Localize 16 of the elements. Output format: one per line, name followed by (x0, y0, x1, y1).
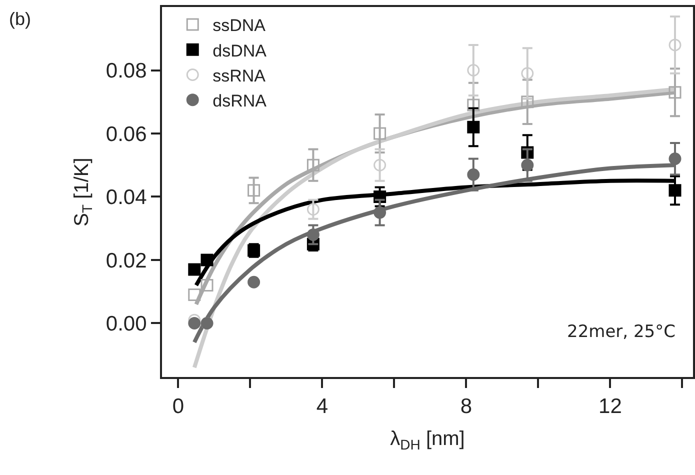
legend-label: ssRNA (212, 66, 266, 86)
x-tick-label: 12 (598, 395, 622, 418)
y-tick-label: 0.08 (106, 60, 147, 83)
y-tick-label: 0.00 (106, 312, 147, 336)
y-tick-label: 0.04 (106, 186, 148, 210)
y-tick-label: 0.02 (106, 249, 147, 272)
legend-label: dsRNA (212, 91, 268, 110)
x-tick-label: 8 (460, 395, 472, 418)
x-tick-label: 0 (172, 395, 184, 418)
x-axis-title: λ$_{DH}$ [nm] (390, 428, 465, 452)
legend-label: dsDNA (212, 41, 268, 60)
text: (b) (9, 9, 31, 29)
x-tick-label: 4 (316, 395, 328, 418)
annotation: 22mer, 25°C (567, 322, 676, 342)
y-tick-label: 0.06 (106, 122, 147, 146)
legend-label: ssDNA (212, 16, 266, 36)
